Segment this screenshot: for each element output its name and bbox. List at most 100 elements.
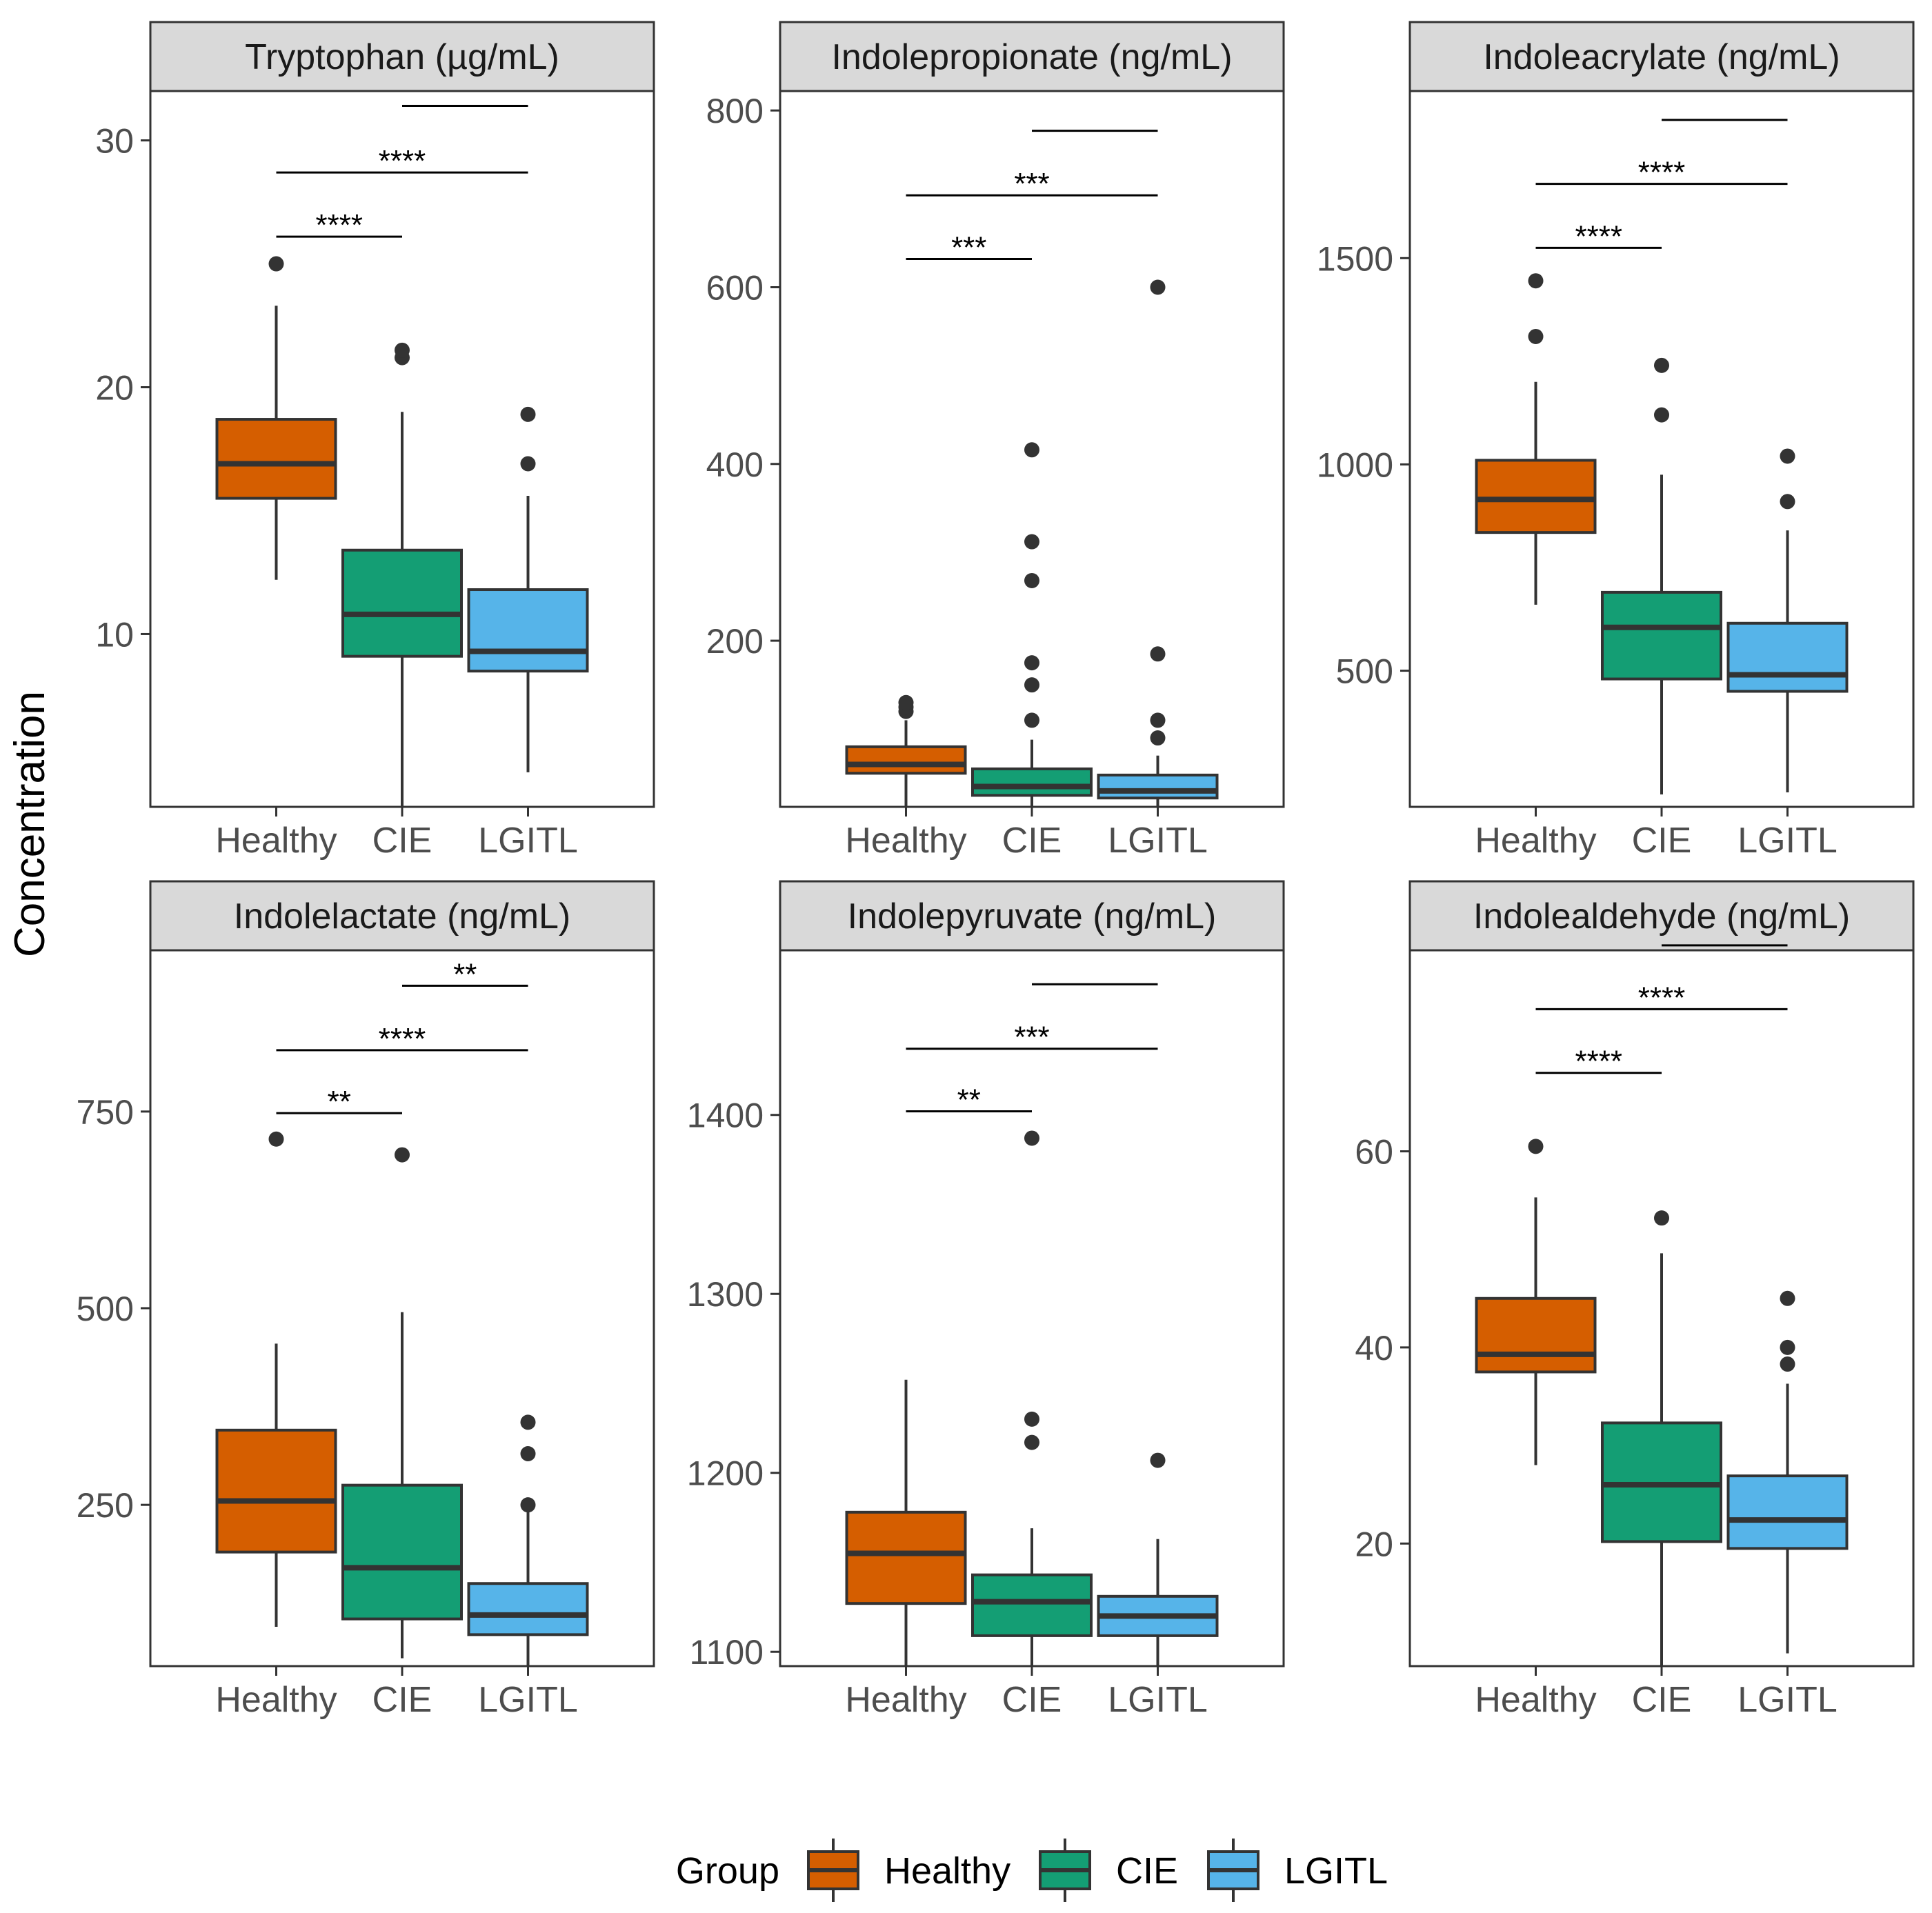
outlier-point xyxy=(395,342,410,358)
outlier-point xyxy=(268,1131,284,1147)
panel-title: Indolealdehyde (ng/mL) xyxy=(1473,897,1850,937)
box-body xyxy=(845,745,967,775)
comparison-healthy-cie: ** xyxy=(276,1085,402,1119)
y-tick-label: 250 xyxy=(77,1486,134,1525)
outlier-point xyxy=(1024,534,1039,550)
y-tick-label: 60 xyxy=(1355,1132,1393,1171)
outlier-point xyxy=(1528,1139,1544,1154)
significance-label: **** xyxy=(1638,981,1686,1014)
x-tick-label: LGITL xyxy=(1737,821,1838,861)
legend-label: Healthy xyxy=(884,1850,1010,1892)
outlier-point xyxy=(1150,730,1166,746)
legend: Group Healthy CIE LGITL xyxy=(676,1839,1388,1902)
outlier-point xyxy=(1780,1290,1795,1306)
y-tick-label: 40 xyxy=(1355,1329,1393,1368)
box-body xyxy=(1475,459,1597,534)
strip-header xyxy=(149,21,655,92)
x-tick-label: Healthy xyxy=(215,1680,337,1720)
outlier-point xyxy=(1150,712,1166,728)
y-tick-label: 20 xyxy=(1355,1525,1393,1563)
panel-indoleacrylate: Indoleacrylate (ng/mL) 500 1000 1500 Healthy… xyxy=(1317,21,1915,861)
box-cie xyxy=(341,342,463,807)
x-tick-label: LGITL xyxy=(478,821,578,861)
box-healthy xyxy=(215,1131,337,1627)
strip-header xyxy=(779,21,1285,92)
box-healthy xyxy=(215,256,337,580)
box-body xyxy=(1097,773,1219,800)
strip-header xyxy=(1408,880,1915,952)
outlier-point xyxy=(1780,1356,1795,1372)
outlier-point xyxy=(1150,279,1166,295)
box-body xyxy=(215,1428,337,1554)
x-tick-label: CIE xyxy=(1002,821,1062,861)
outlier-point xyxy=(1024,677,1039,693)
comparison-healthy-cie: **** xyxy=(276,208,402,242)
outlier-point xyxy=(1654,407,1669,423)
strip-header xyxy=(1408,21,1915,92)
significance-label: **** xyxy=(1575,219,1623,253)
y-tick-label: 400 xyxy=(706,445,764,484)
legend-label: CIE xyxy=(1116,1850,1178,1892)
x-tick-label: LGITL xyxy=(1108,1680,1208,1720)
y-tick-label: 1500 xyxy=(1317,239,1393,278)
y-tick-label: 30 xyxy=(95,122,134,161)
outlier-point xyxy=(1024,655,1039,671)
comparison-healthy-lgitl: **** xyxy=(1535,156,1788,190)
comparison-healthy-cie: **** xyxy=(1535,1045,1662,1079)
x-tick-label: Healthy xyxy=(845,1680,966,1720)
box-lgitl xyxy=(1097,1452,1219,1666)
y-tick-label: 1000 xyxy=(1317,445,1393,484)
box-lgitl xyxy=(1726,1290,1849,1654)
comparison-healthy-lgitl: **** xyxy=(276,1022,528,1056)
box-body xyxy=(1726,1474,1849,1550)
outlier-point xyxy=(1024,442,1039,458)
significance-label: *** xyxy=(1014,167,1049,201)
box-healthy xyxy=(845,1379,967,1666)
outlier-point xyxy=(520,456,536,472)
significance-label: **** xyxy=(1575,1045,1623,1079)
box-cie xyxy=(1601,357,1722,795)
y-tick-label: 1400 xyxy=(687,1096,764,1135)
box-healthy xyxy=(1475,1139,1597,1465)
box-cie xyxy=(341,1147,463,1659)
box-body xyxy=(215,418,337,500)
significance-label: ** xyxy=(957,1083,981,1117)
legend-title: Group xyxy=(676,1850,779,1892)
y-tick-label: 600 xyxy=(706,268,764,307)
outlier-point xyxy=(1024,572,1039,588)
y-tick-label: 1300 xyxy=(687,1275,764,1314)
outlier-point xyxy=(1654,1210,1669,1226)
box-cie xyxy=(971,442,1093,807)
comparison-healthy-lgitl: **** xyxy=(276,144,528,178)
x-tick-label: Healthy xyxy=(1475,821,1596,861)
y-tick-label: 750 xyxy=(77,1093,134,1132)
outlier-point xyxy=(268,256,284,272)
box-lgitl xyxy=(467,406,589,772)
outlier-point xyxy=(1780,1339,1795,1355)
box-healthy xyxy=(1475,273,1597,605)
outlier-point xyxy=(520,1446,536,1462)
comparison-healthy-cie: **** xyxy=(1535,219,1662,253)
box-body xyxy=(467,588,589,673)
outlier-point xyxy=(1024,712,1039,728)
significance-label: **** xyxy=(1638,156,1686,190)
outlier-point xyxy=(1780,448,1795,464)
significance-label: ** xyxy=(453,957,477,991)
x-tick-label: CIE xyxy=(372,821,432,861)
comparison-cie-lgitl: ** xyxy=(402,957,528,991)
x-tick-label: Healthy xyxy=(1475,1680,1596,1720)
y-tick-label: 500 xyxy=(77,1290,134,1328)
outlier-point xyxy=(520,406,536,422)
y-tick-label: 1100 xyxy=(689,1633,764,1672)
panel-title: Indolepropionate (ng/mL) xyxy=(831,37,1232,77)
outlier-point xyxy=(1024,1411,1039,1427)
box-body xyxy=(467,1582,589,1636)
comparison-healthy-lgitl: *** xyxy=(906,167,1158,201)
panel-indolealdehyde: Indolealdehyde (ng/mL) 20 40 60 Healthy CIE LG… xyxy=(1355,880,1915,1720)
panel-tryptophan: Tryptophan (µg/mL) 10 20 30 Healthy CIE LGITL *… xyxy=(95,21,655,861)
comparison-healthy-lgitl: **** xyxy=(1535,981,1788,1014)
y-tick-label: 10 xyxy=(95,615,134,654)
significance-label: *** xyxy=(951,230,986,264)
legend-label: LGITL xyxy=(1284,1850,1388,1892)
